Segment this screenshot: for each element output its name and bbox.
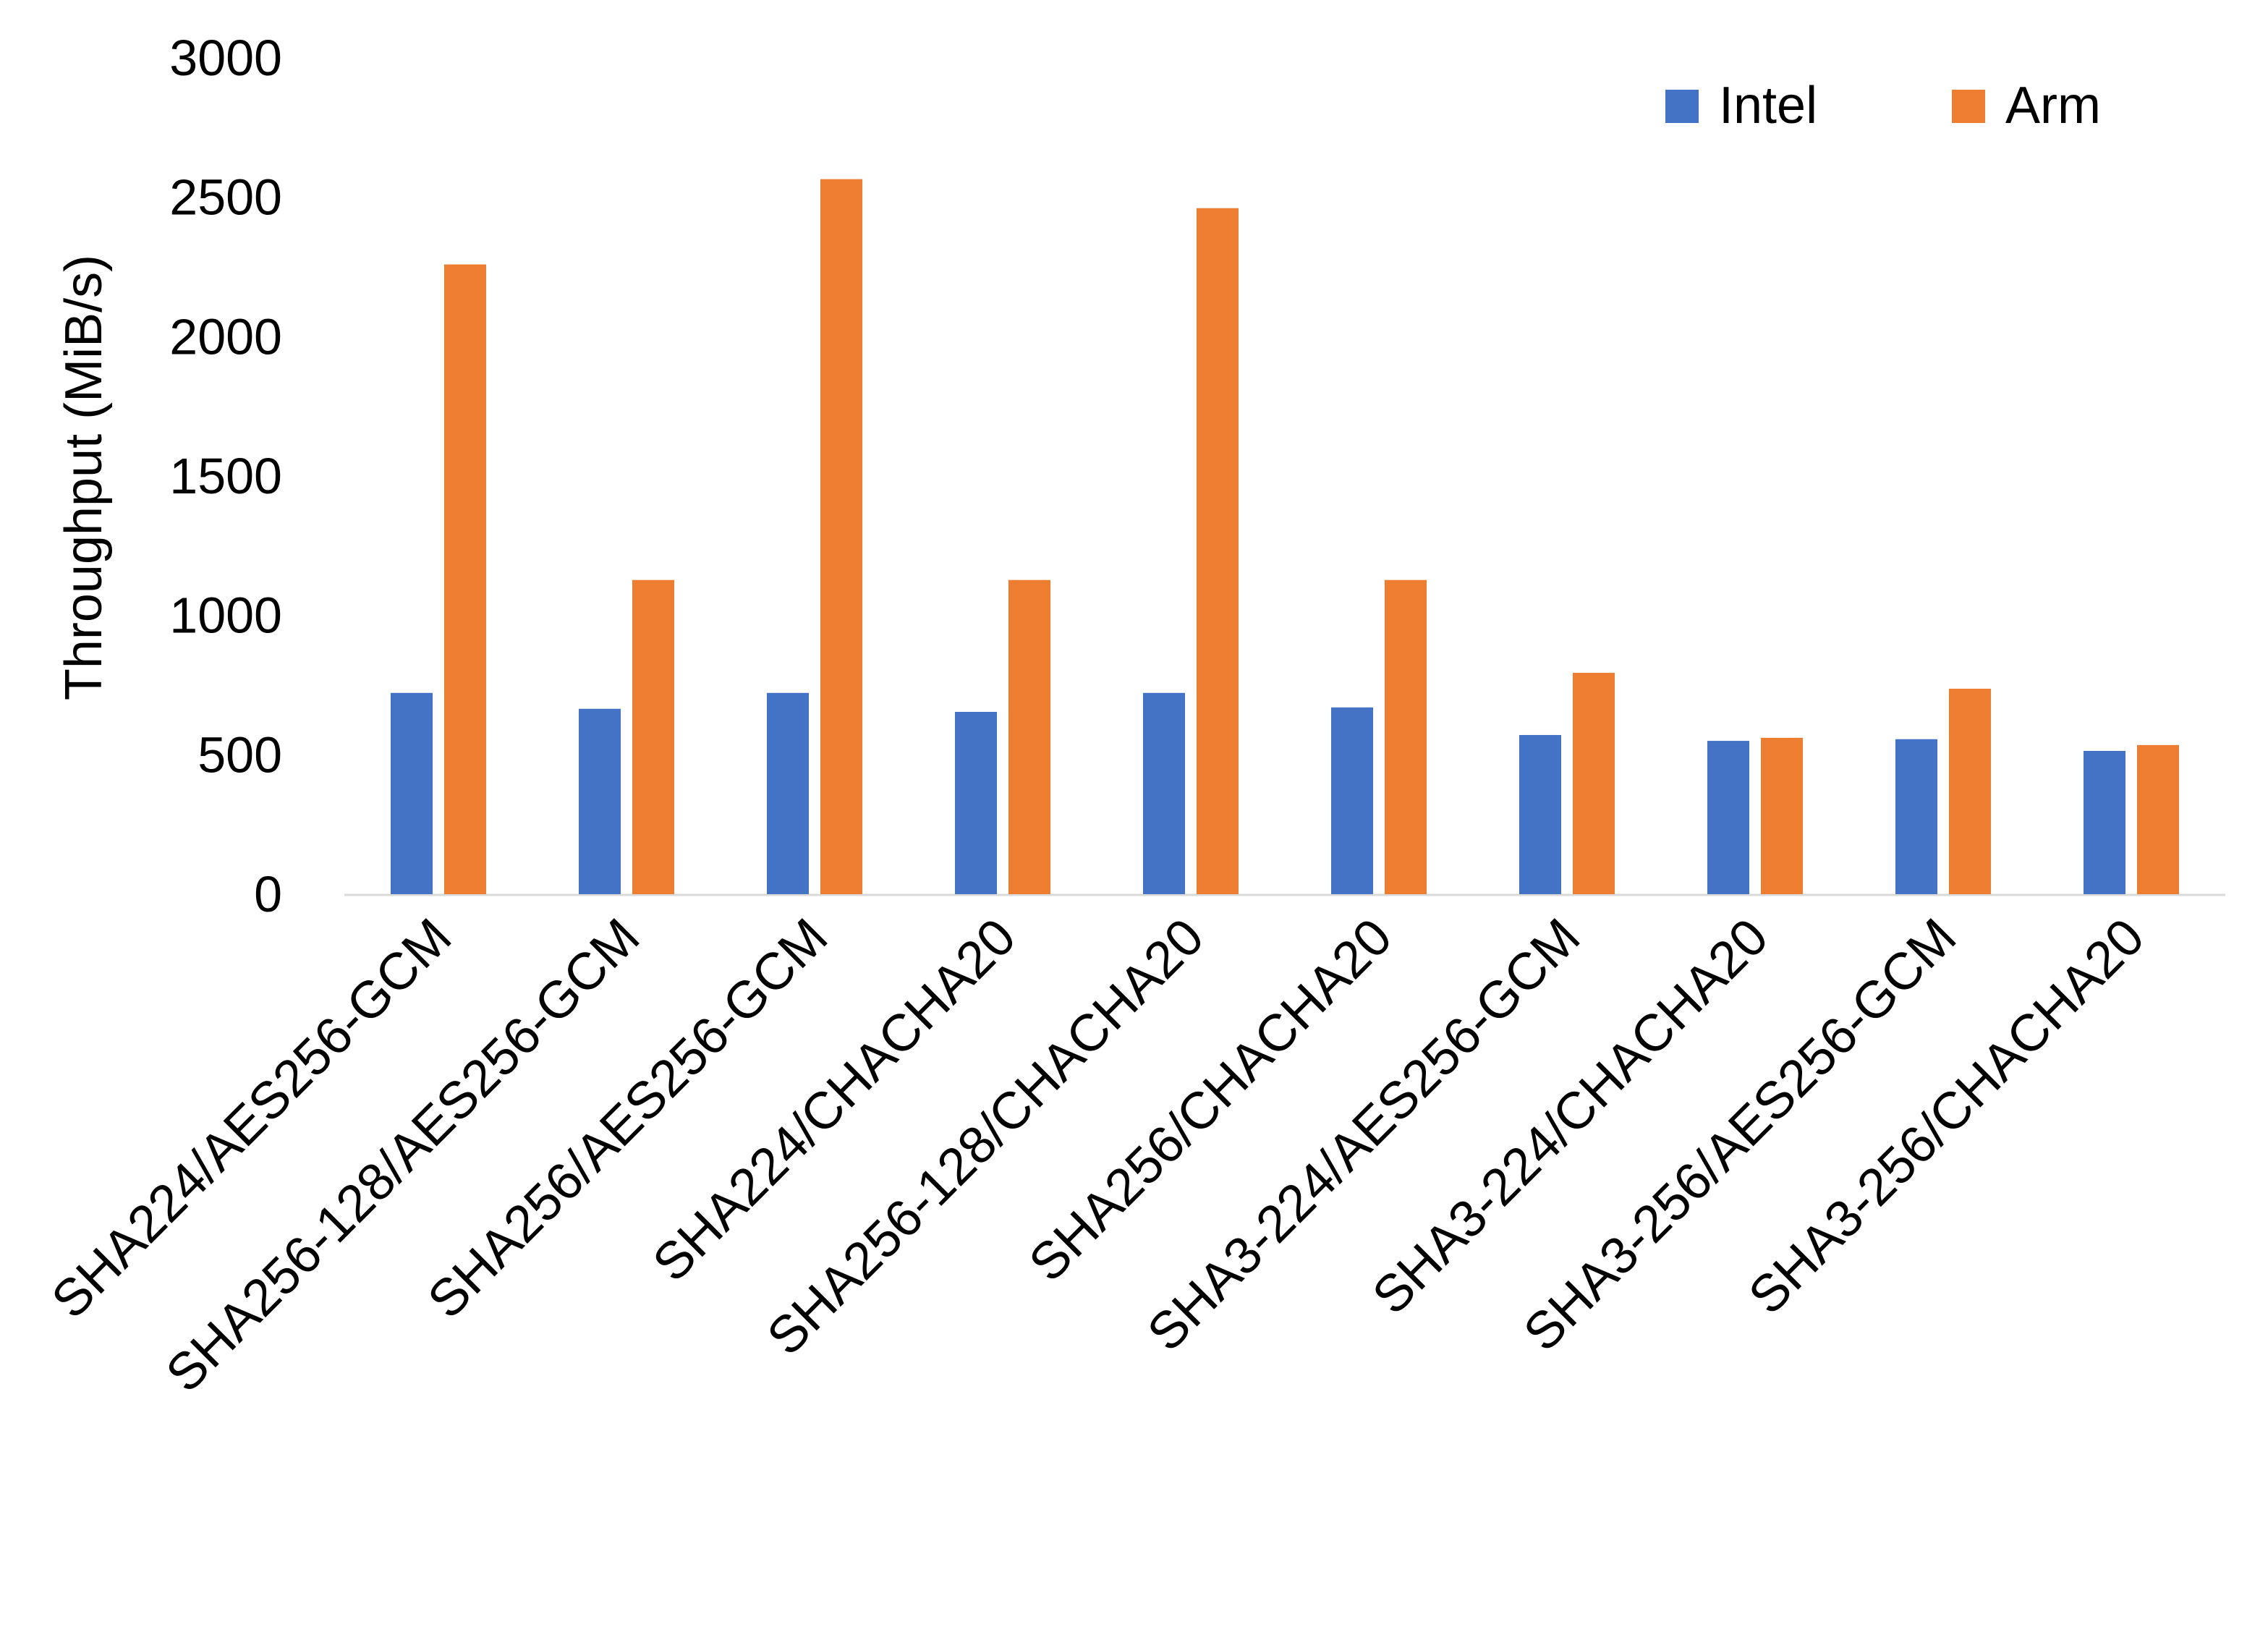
bars <box>391 179 2179 895</box>
legend-swatch-arm <box>1952 90 1985 123</box>
bar-intel <box>579 708 621 894</box>
y-axis-ticks: 0 500 1000 1500 2000 2500 3000 <box>169 30 282 922</box>
legend-swatch-intel <box>1665 90 1699 123</box>
y-tick-label: 2500 <box>169 169 282 226</box>
bar-intel <box>1707 741 1749 894</box>
bar-arm <box>2137 744 2179 894</box>
x-tick-label: SHA3-256/CHACHA20 <box>1738 908 2155 1325</box>
y-tick-label: 2000 <box>169 308 282 365</box>
bar-intel <box>1331 707 1373 894</box>
y-tick-label: 500 <box>198 726 282 783</box>
bar-arm <box>1761 737 1803 894</box>
y-tick-label: 1000 <box>169 587 282 644</box>
x-axis-labels: SHA224/AES256-GCMSHA256-128/AES256-GCMSH… <box>41 908 2155 1403</box>
bar-arm <box>820 179 862 894</box>
y-tick-label: 1500 <box>169 448 282 504</box>
y-axis-label: Throughput (MiB/s) <box>55 255 113 700</box>
bar-intel <box>391 692 433 894</box>
x-tick-label: SHA3-224/CHACHA20 <box>1362 908 1779 1325</box>
x-tick-label: SHA256/CHACHA20 <box>1018 908 1403 1293</box>
bar-intel <box>1519 734 1561 894</box>
bar-intel <box>1143 692 1185 894</box>
bar-intel <box>2084 750 2125 894</box>
legend-label-intel: Intel <box>1719 77 1817 135</box>
bar-intel <box>955 711 997 894</box>
legend: Intel Arm <box>1665 77 2101 135</box>
bar-arm <box>444 264 486 895</box>
bar-arm <box>1573 673 1615 894</box>
bar-arm <box>1385 579 1427 894</box>
legend-label-arm: Arm <box>2005 77 2101 135</box>
bar-intel <box>767 692 809 894</box>
bar-intel <box>1895 739 1937 894</box>
y-tick-label: 3000 <box>169 30 282 86</box>
bar-arm <box>1008 579 1050 894</box>
y-tick-label: 0 <box>254 866 282 922</box>
bar-arm <box>1949 689 1991 894</box>
x-tick-label: SHA224/CHACHA20 <box>642 908 1027 1293</box>
bar-arm <box>1197 208 1239 894</box>
bar-arm <box>632 579 674 894</box>
